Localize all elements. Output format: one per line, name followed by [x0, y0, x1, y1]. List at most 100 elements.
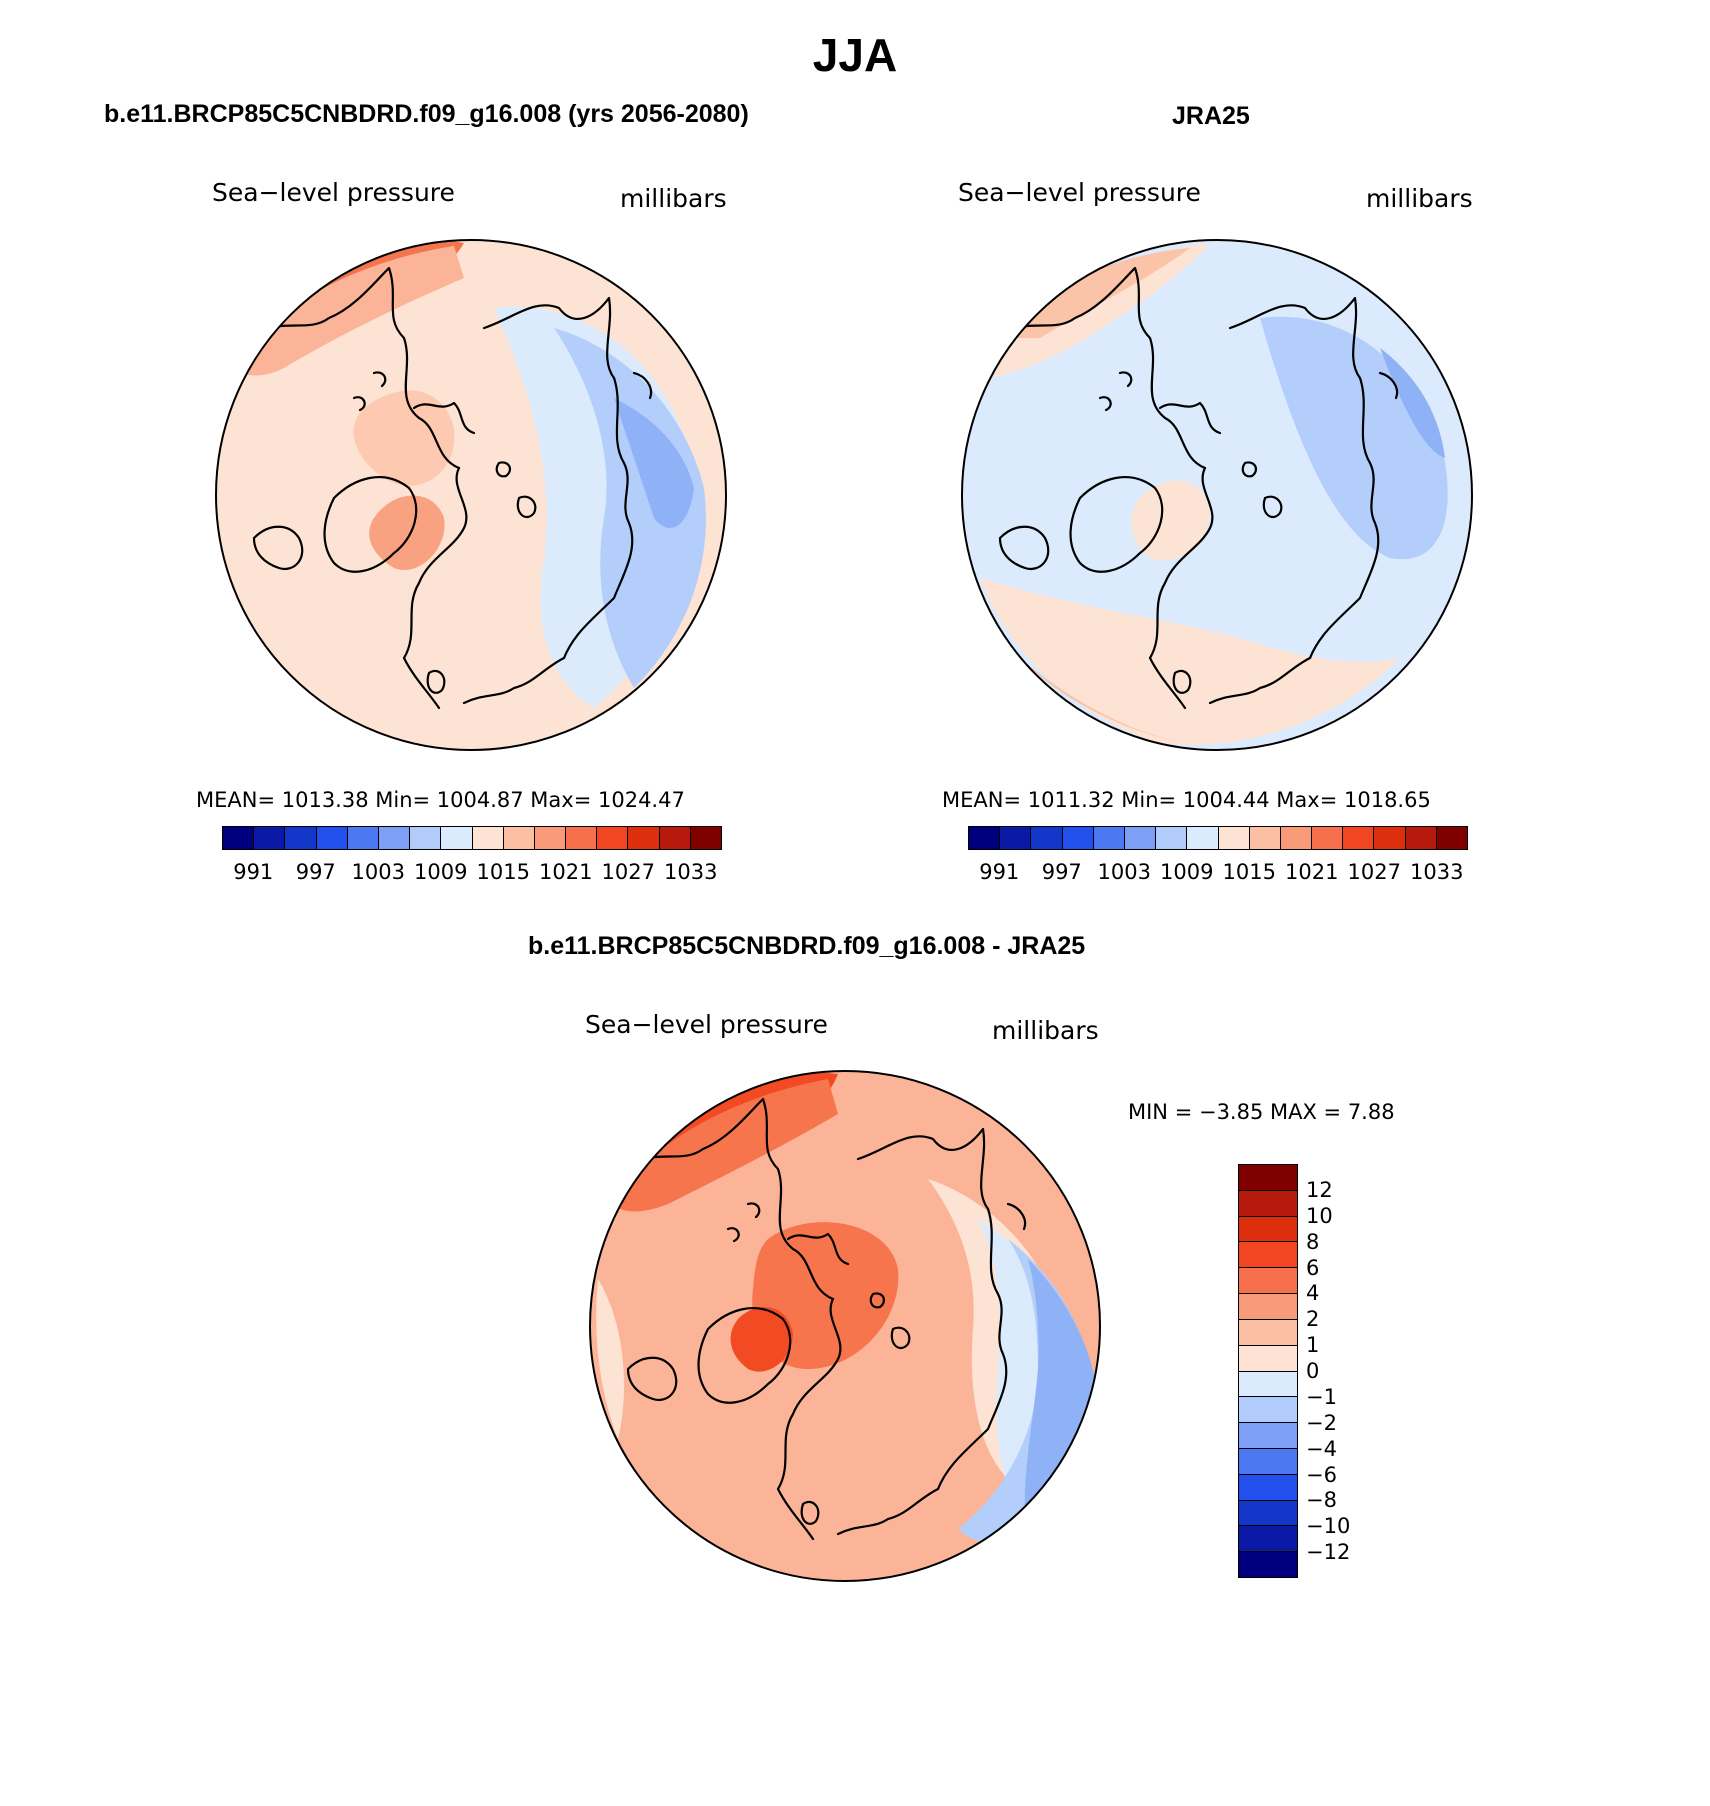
stats-model: MEAN= 1013.38 Min= 1004.87 Max= 1024.47 [196, 788, 685, 812]
coastline-12 [1172, 669, 1192, 694]
colorbar-tick-label: 1021 [539, 860, 593, 884]
colorbar-swatch-5 [1093, 827, 1125, 849]
colorbar-tick-label: 10 [1306, 1203, 1333, 1228]
pressure-zone-arctic-warm [353, 390, 455, 486]
colorbar-tick-label: 1015 [1222, 860, 1276, 884]
panel-title-diff: b.e11.BRCP85C5CNBDRD.f09_g16.008 - JRA25 [528, 932, 1086, 960]
coastline-1 [631, 1097, 835, 1301]
panel-title-model: b.e11.BRCP85C5CNBDRD.f09_g16.008 (yrs 20… [104, 100, 749, 128]
coastline-11 [1378, 371, 1399, 400]
map-boundary [961, 239, 1473, 751]
colorbar-swatch-5 [1239, 1268, 1297, 1295]
map-boundary [589, 1070, 1101, 1582]
colorbar-tick-label: 6 [1306, 1255, 1320, 1280]
colorbar-swatch-10 [1239, 1397, 1297, 1424]
colorbar-swatch-11 [1280, 827, 1313, 849]
coastline-5 [998, 525, 1050, 571]
coastline-12 [800, 1500, 820, 1525]
colorbar-swatch-3 [285, 827, 317, 849]
colorbar-tick-label: 1003 [351, 860, 405, 884]
colorbar-tick-label: 991 [979, 860, 1020, 884]
colorbar-swatch-7 [1239, 1319, 1297, 1346]
coastline-10 [495, 461, 512, 478]
left-label-model: Sea−level pressure [212, 178, 455, 207]
coastline-4 [697, 1307, 792, 1404]
colorbar-swatch-5 [347, 827, 379, 849]
colorbar-swatch-13 [597, 827, 629, 849]
coastline-6 [482, 296, 616, 380]
colorbar-swatch-7 [410, 827, 442, 849]
colorbar-tick-label: −4 [1306, 1436, 1337, 1461]
colorbar-swatch-12 [1239, 1448, 1297, 1475]
left-label-diff: Sea−level pressure [585, 1010, 828, 1039]
colorbar-ticks-diff: 12 10 8 6 4 2 1 0 −1 −2 −4 −6 −8 −10 −12 [1306, 1164, 1386, 1578]
colorbar-swatch-9 [1239, 1371, 1297, 1398]
coastline-9 [516, 495, 537, 519]
pressure-zone-pacific-ring [980, 243, 1210, 378]
colorbar-diff [1238, 1164, 1298, 1578]
colorbar-tick-label: 1009 [414, 860, 468, 884]
colorbar-swatch-6 [1239, 1294, 1297, 1320]
colorbar-swatch-2 [1000, 827, 1032, 849]
coastline-7 [1308, 376, 1380, 660]
colorbar-obs [968, 826, 1468, 850]
colorbar-tick-label: 1015 [476, 860, 530, 884]
coastline-9 [890, 1326, 911, 1350]
colorbar-swatch-15 [659, 827, 691, 849]
colorbar-tick-label: −8 [1306, 1488, 1337, 1513]
pressure-zone-west-coast [596, 1279, 624, 1439]
colorbar-tick-label: 1033 [1410, 860, 1464, 884]
colorbar-tick-label: 1033 [664, 860, 718, 884]
coastline-10 [869, 1292, 886, 1309]
colorbar-swatch-10 [503, 827, 535, 849]
left-label-obs: Sea−level pressure [958, 178, 1201, 207]
colorbar-tick-label: 997 [1041, 860, 1082, 884]
coastline-3 [786, 1232, 850, 1266]
colorbar-tick-label: 1003 [1097, 860, 1151, 884]
polar-map-diff [589, 1070, 1101, 1582]
coastline-2 [1148, 466, 1214, 710]
pressure-zone-greenland-high [369, 495, 445, 570]
colorbar-swatch-15 [1405, 827, 1437, 849]
colorbar-tick-label: 1009 [1160, 860, 1214, 884]
map-boundary [215, 239, 727, 751]
colorbar-swatch-6 [1124, 827, 1157, 849]
colorbar-swatch-15 [1239, 1526, 1297, 1553]
colorbar-swatch-4 [316, 827, 348, 849]
colorbar-ticks-model: 991 997 1003 1009 1015 1021 1027 1033 [222, 860, 722, 890]
coastline-13 [746, 1202, 761, 1219]
pressure-zone-greenland-core [730, 1307, 793, 1372]
pressure-zone-atlantic-ring [980, 578, 1400, 745]
colorbar-swatch-14 [1239, 1500, 1297, 1527]
pressure-zone-asia-deep-low [614, 398, 694, 528]
pressure-zone-pacific-mid [613, 1079, 838, 1212]
right-label-obs: millibars [1366, 184, 1473, 213]
colorbar-tick-label: 2 [1306, 1307, 1320, 1332]
colorbar-ticks-obs: 991 997 1003 1009 1015 1021 1027 1033 [968, 860, 1468, 890]
colorbar-swatch-12 [1312, 827, 1344, 849]
coastline-3 [412, 401, 476, 435]
polar-map-model [215, 239, 727, 751]
colorbar-swatch-8 [441, 827, 473, 849]
coastline-13 [1118, 371, 1133, 388]
pressure-zone-north-pacific-ring [234, 246, 464, 376]
right-label-diff: millibars [992, 1016, 1099, 1045]
colorbar-swatch-13 [1343, 827, 1375, 849]
panel-title-obs: JRA25 [1172, 102, 1250, 130]
colorbar-swatch-16 [1239, 1552, 1297, 1577]
colorbar-swatch-13 [1239, 1474, 1297, 1501]
coastline-1 [1003, 266, 1207, 470]
coastline-7 [562, 376, 634, 660]
colorbar-tick-label: 0 [1306, 1359, 1320, 1383]
colorbar-tick-label: 8 [1306, 1229, 1320, 1254]
pressure-zone-asia-low [554, 328, 706, 688]
polar-map-obs [961, 239, 1473, 751]
colorbar-swatch-3 [1031, 827, 1063, 849]
colorbar-tick-label: 1027 [601, 860, 655, 884]
colorbar-swatch-3 [1239, 1216, 1297, 1243]
colorbar-tick-label: 1027 [1347, 860, 1401, 884]
colorbar-swatch-1 [223, 827, 255, 849]
colorbar-swatch-1 [1239, 1165, 1297, 1191]
colorbar-swatch-6 [378, 827, 411, 849]
colorbar-swatch-4 [1062, 827, 1094, 849]
